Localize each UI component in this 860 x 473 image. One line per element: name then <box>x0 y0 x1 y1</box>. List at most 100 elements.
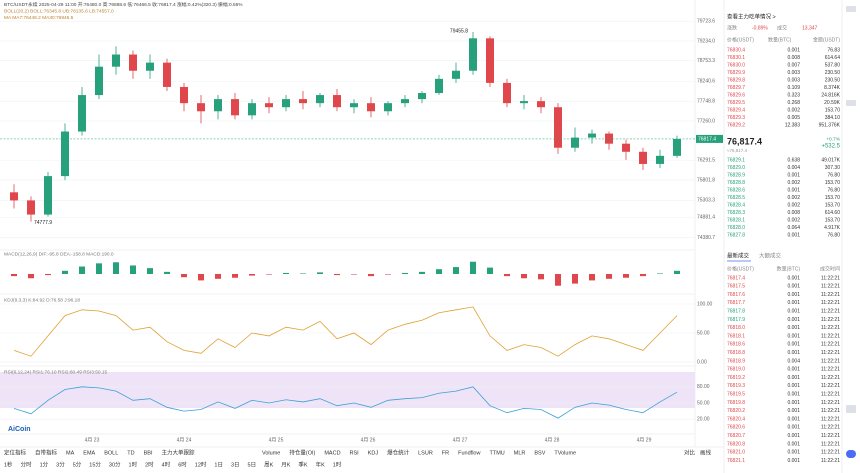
toolbar-item[interactable]: 1时 <box>333 460 342 468</box>
ob-cell: 0.008 <box>787 55 800 61</box>
trade-cell: 11:22:21 <box>821 375 840 381</box>
ob-cell: 4.917K <box>824 225 841 231</box>
macd-bar <box>623 274 629 278</box>
ob-cell: 76829.9 <box>727 70 745 76</box>
toolbar-item[interactable]: 对比 <box>684 448 696 456</box>
trade-cell: 76820.7 <box>727 433 745 439</box>
macd-bar <box>419 271 425 274</box>
toolbar-item[interactable]: Volume <box>262 450 280 456</box>
macd-bar <box>504 274 510 277</box>
trade-tab[interactable]: 大额成交 <box>759 251 782 259</box>
macd-bar <box>147 268 153 274</box>
trade-cell: 11:22:21 <box>821 292 840 298</box>
toolbar-item[interactable]: 1日 <box>214 461 223 468</box>
x-tick-label: 4月 26 <box>361 437 376 443</box>
toolbar-item[interactable]: 画线 <box>700 448 712 456</box>
toolbar-item[interactable]: 自带指标 <box>35 448 58 456</box>
toolbar-item[interactable]: BOLL <box>104 450 118 456</box>
toolbar-item[interactable]: 4时 <box>162 460 171 468</box>
y-tick-label: 74380.7 <box>697 235 715 241</box>
icon[interactable] <box>846 405 856 413</box>
ob-link[interactable]: 查看主力吃单情况 > <box>727 12 776 20</box>
trade-cell: 0.001 <box>787 441 800 447</box>
toolbar-item[interactable]: BSV <box>534 450 545 456</box>
ob-cell: 76829.8 <box>727 77 745 83</box>
toolbar-item[interactable]: 12时 <box>195 460 207 468</box>
macd-bar <box>45 274 51 276</box>
toolbar-item[interactable]: 5分 <box>73 460 82 468</box>
ob-cell: 0.638 <box>787 157 800 163</box>
toolbar-item[interactable]: MACD <box>324 450 340 456</box>
trade-cell: 0.001 <box>787 342 800 348</box>
toolbar-item[interactable]: RSI <box>350 450 360 456</box>
toolbar-item[interactable]: 2时 <box>145 460 154 468</box>
toolbar-item[interactable]: 6时 <box>178 460 187 468</box>
toolbar-item[interactable]: 周K <box>264 461 274 468</box>
toolbar-item[interactable]: FR <box>442 450 449 456</box>
toolbar-item[interactable]: BBI <box>144 450 153 456</box>
toolbar-item[interactable]: 月K <box>281 461 291 468</box>
toolbar-item[interactable]: 1秒 <box>4 460 13 468</box>
toolbar-item[interactable]: 1分 <box>40 460 49 468</box>
ob-cell: 76828.8 <box>727 180 745 186</box>
toolbar-item[interactable]: TTMU <box>489 450 504 456</box>
ob-cell: 0.109 <box>787 85 800 91</box>
toolbar-item[interactable]: KDJ <box>368 450 379 456</box>
macd-bar <box>96 263 102 274</box>
toolbar-item[interactable]: 分时 <box>21 460 33 468</box>
toolbar-item[interactable]: 3分 <box>56 460 65 468</box>
toolbar-item[interactable]: 定位指标 <box>4 448 27 456</box>
macd-bar <box>249 274 255 276</box>
toolbar-item[interactable]: 持仓量(OI) <box>289 448 315 456</box>
ob-stat: -0.89% <box>752 25 768 31</box>
trade-cell: 76819.3 <box>727 383 745 389</box>
macd-bar <box>79 266 85 274</box>
ob-change: +532.5 <box>821 144 840 150</box>
toolbar-item[interactable]: 年K <box>316 460 326 468</box>
macd-bar <box>351 274 357 275</box>
candle-body <box>316 95 324 104</box>
ob-cell: 0.004 <box>787 165 800 171</box>
toolbar-item[interactable]: 1时 <box>129 460 138 468</box>
toolbar-item[interactable]: 5日 <box>248 461 257 468</box>
macd-bar <box>300 273 306 274</box>
toolbar-item[interactable]: 3日 <box>231 461 240 468</box>
macd-bar <box>164 271 170 274</box>
trade-cell: 76818.0 <box>727 325 745 331</box>
ob-cell: 230.50 <box>825 70 841 76</box>
ob-cell: 153.70 <box>825 217 841 223</box>
macd-bar <box>334 274 340 276</box>
icon[interactable] <box>846 450 856 458</box>
x-tick-label: 4月 28 <box>545 437 560 443</box>
trade-cell: 0.001 <box>787 333 800 339</box>
toolbar-item[interactable]: Fundflow <box>458 450 480 456</box>
candle-body <box>95 66 103 96</box>
toolbar-item[interactable]: LSUR <box>418 450 433 456</box>
toolbar-item[interactable]: EMA <box>83 450 95 456</box>
icon[interactable] <box>846 6 856 12</box>
toolbar-item[interactable]: 30分 <box>109 460 121 468</box>
toolbar-item[interactable]: 主力大单跟踪 <box>162 448 196 456</box>
toolbar-item[interactable]: MA <box>66 450 75 456</box>
toolbar-item[interactable]: 爆仓统计 <box>387 448 410 456</box>
trade-tab[interactable]: 最新成交 <box>727 251 750 259</box>
macd-bar <box>436 269 442 274</box>
ob-cell: 76827.8 <box>727 232 745 238</box>
toolbar-item[interactable]: MLR <box>514 450 526 456</box>
candle-body <box>112 54 120 67</box>
toolbar-item[interactable]: 15分 <box>89 460 101 468</box>
trade-cell: 76817.8 <box>727 309 745 315</box>
toolbar-item[interactable]: TD <box>127 450 134 456</box>
low-label: 74777.9 <box>34 220 52 226</box>
trade-cell: 11:22:21 <box>821 400 840 406</box>
rsi-title: RSI(6,12,24) RSI1:76.10 RSI2:60.49 RSI3:… <box>4 369 108 375</box>
ob-cell: 0.002 <box>787 202 800 208</box>
trade-cell: 0.001 <box>787 458 800 464</box>
trade-cell: 11:22:21 <box>821 300 840 306</box>
macd-bar <box>487 267 493 274</box>
toolbar-item[interactable]: 季K <box>298 460 308 468</box>
macd-bar <box>113 262 119 274</box>
icon[interactable] <box>846 100 856 106</box>
toolbar-item[interactable]: TVolume <box>554 450 576 456</box>
candle-body <box>622 143 630 152</box>
